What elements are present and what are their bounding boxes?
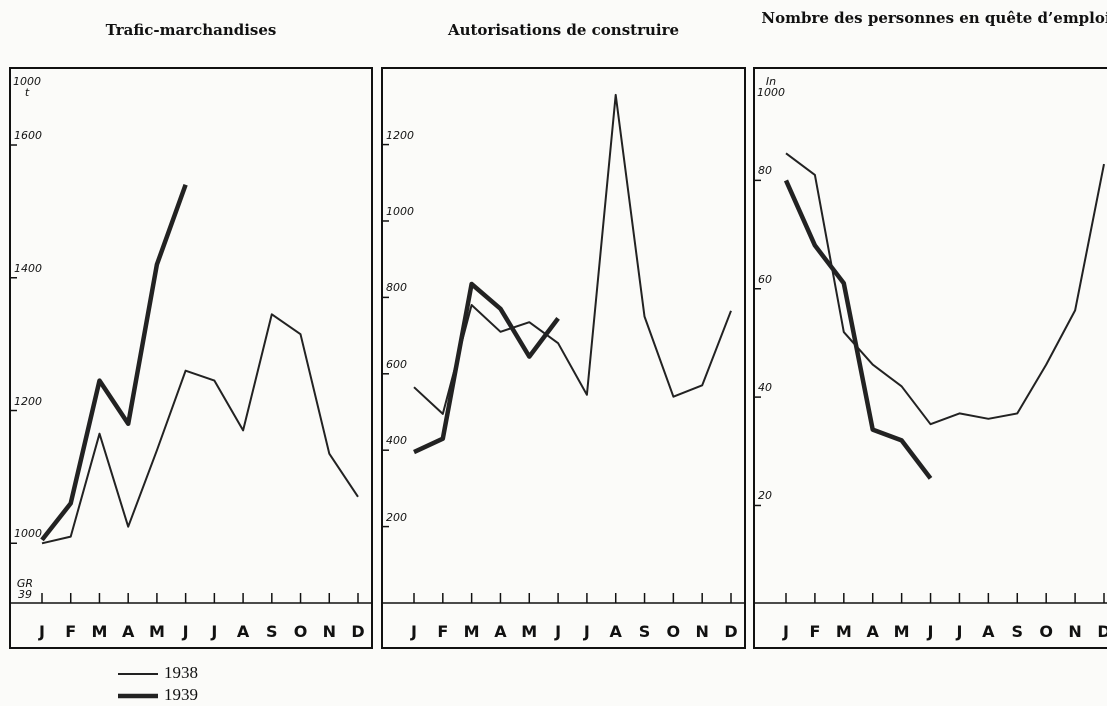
- x-tick-label: F: [437, 622, 449, 641]
- x-tick-label: A: [121, 622, 135, 641]
- y-tick-label: 1000: [386, 204, 414, 218]
- legend-label: 1939: [164, 685, 198, 704]
- x-tick-label: A: [866, 622, 879, 641]
- x-tick-label: A: [982, 622, 995, 641]
- y-tick-label: 1000: [14, 527, 42, 541]
- data-line: [413, 93, 732, 415]
- y-tick-label: 1600: [14, 129, 42, 142]
- data-line: [413, 281, 560, 455]
- x-tick-label: O: [666, 622, 681, 641]
- annotation: GR 39: [16, 577, 34, 601]
- x-tick-label: J: [211, 622, 218, 641]
- y-tick-label: 1200: [14, 394, 42, 408]
- x-tick-label: D: [724, 622, 738, 641]
- plot-frame: [9, 67, 373, 649]
- plot-frame: [381, 67, 746, 649]
- x-tick-label: S: [638, 622, 651, 641]
- x-tick-label: M: [463, 622, 480, 641]
- x-tick-label: S: [1011, 622, 1024, 641]
- x-tick-label: O: [293, 622, 308, 641]
- x-tick-label: F: [65, 622, 77, 641]
- chart-title: Autorisations de construire: [447, 21, 680, 39]
- y-axis-label: In 1000: [757, 75, 785, 99]
- x-tick-label: M: [893, 622, 910, 641]
- y-tick-label: 800: [386, 281, 407, 295]
- x-tick-label: M: [835, 622, 852, 641]
- x-tick-label: M: [148, 622, 165, 641]
- x-tick-label: D: [1097, 622, 1107, 641]
- x-tick-label: A: [494, 622, 507, 641]
- x-tick-label: J: [783, 622, 789, 641]
- x-tick-label: F: [809, 622, 821, 641]
- x-tick-label: J: [927, 622, 934, 641]
- x-tick-label: N: [322, 622, 336, 641]
- y-tick-label: 600: [386, 357, 407, 371]
- y-tick-label: 40: [758, 381, 772, 395]
- y-tick-label: 20: [758, 489, 772, 503]
- x-tick-label: S: [266, 622, 278, 641]
- x-tick-label: N: [1068, 622, 1082, 641]
- x-tick-label: N: [695, 622, 709, 641]
- x-tick-label: A: [236, 622, 250, 641]
- y-tick-label: 60: [758, 272, 772, 286]
- x-tick-label: D: [351, 622, 365, 641]
- y-tick-label: 1400: [14, 261, 42, 275]
- x-tick-label: J: [39, 622, 45, 641]
- chart-title: Trafic-marchandises: [105, 21, 277, 39]
- y-tick-label: 80: [758, 164, 772, 178]
- data-line: [783, 179, 933, 480]
- x-tick-label: J: [583, 622, 590, 641]
- data-line: [785, 152, 1105, 426]
- chart-title: Nombre des personnes en quête d’emploi: [761, 9, 1107, 27]
- x-tick-label: J: [411, 622, 417, 641]
- plot-frame: [753, 67, 1107, 649]
- y-tick-label: 400: [386, 434, 407, 448]
- data-line: [40, 184, 188, 542]
- x-tick-label: J: [182, 622, 189, 641]
- legend-label: 1938: [164, 663, 198, 682]
- x-tick-label: O: [1039, 622, 1053, 641]
- y-axis-label: 1000 t: [13, 75, 41, 99]
- y-tick-label: 1200: [386, 128, 414, 142]
- data-line: [41, 313, 359, 545]
- x-tick-label: M: [91, 622, 108, 641]
- x-tick-label: M: [521, 622, 538, 641]
- x-tick-label: J: [555, 622, 562, 641]
- x-tick-label: J: [956, 622, 963, 641]
- y-tick-label: 200: [386, 510, 407, 524]
- x-tick-label: A: [609, 622, 622, 641]
